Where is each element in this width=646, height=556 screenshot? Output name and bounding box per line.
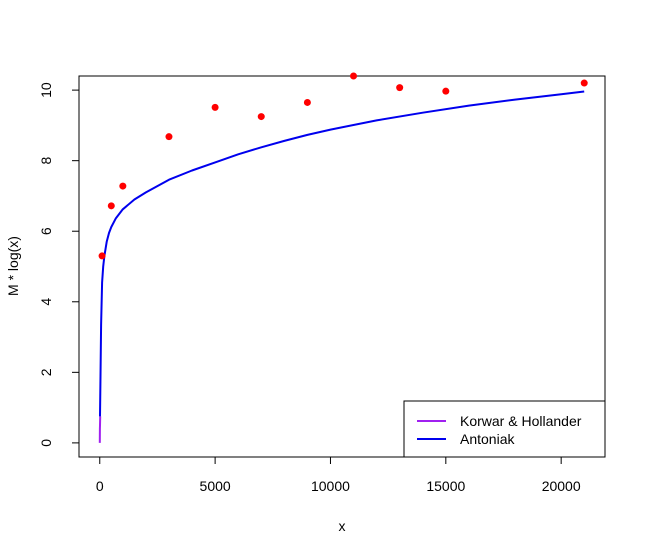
- legend-box: [403, 400, 606, 458]
- y-tick-label: 8: [38, 157, 54, 165]
- legend: Korwar & Hollander Antoniak: [403, 400, 606, 458]
- legend-label-korwar-hollander: Korwar & Hollander: [460, 413, 582, 429]
- data-point: [580, 79, 588, 87]
- legend-label-antoniak: Antoniak: [460, 431, 515, 447]
- y-tick-label: 2: [38, 368, 54, 376]
- data-point: [396, 84, 404, 92]
- data-point: [98, 252, 106, 260]
- data-point: [211, 103, 219, 111]
- data-point: [442, 87, 450, 95]
- x-axis-label: x: [339, 518, 346, 534]
- y-tick-label: 4: [38, 298, 54, 306]
- data-point: [107, 202, 115, 210]
- x-tick-label: 10000: [311, 478, 350, 494]
- data-point: [350, 72, 358, 80]
- y-axis: 0 2 4 6 8 10: [38, 82, 80, 447]
- y-tick-label: 0: [38, 439, 54, 447]
- x-axis: 0 5000 10000 15000 20000: [96, 456, 581, 494]
- y-tick-label: 6: [38, 227, 54, 235]
- plot-frame: [78, 75, 606, 458]
- data-point: [303, 98, 311, 106]
- data-point: [165, 133, 173, 141]
- y-axis-label: M * log(x): [5, 236, 21, 296]
- series-line-1: [99, 90, 585, 417]
- x-tick-label: 15000: [426, 478, 465, 494]
- data-points: [98, 72, 588, 260]
- y-tick-label: 10: [38, 82, 54, 98]
- x-tick-label: 0: [96, 478, 104, 494]
- series-lines: [98, 90, 585, 443]
- data-point: [257, 113, 265, 121]
- x-tick-label: 20000: [542, 478, 581, 494]
- data-point: [119, 182, 127, 190]
- x-tick-label: 5000: [200, 478, 231, 494]
